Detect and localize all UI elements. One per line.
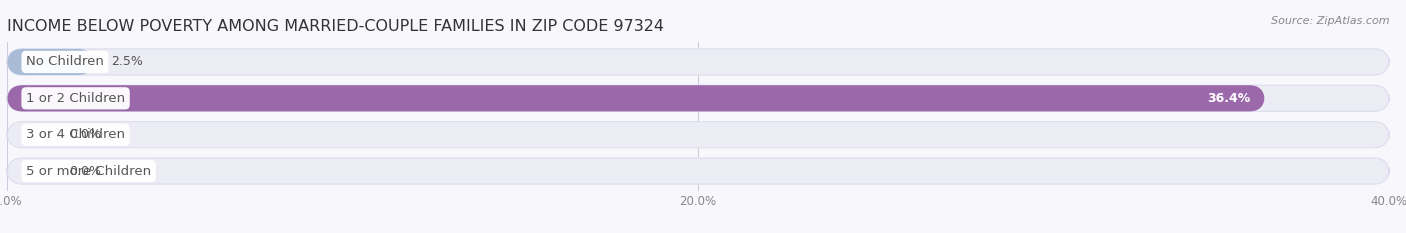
FancyBboxPatch shape (7, 122, 1389, 148)
Text: 0.0%: 0.0% (69, 164, 101, 178)
Text: 1 or 2 Children: 1 or 2 Children (27, 92, 125, 105)
FancyBboxPatch shape (7, 85, 1389, 111)
FancyBboxPatch shape (7, 158, 1389, 184)
Text: 3 or 4 Children: 3 or 4 Children (27, 128, 125, 141)
Text: INCOME BELOW POVERTY AMONG MARRIED-COUPLE FAMILIES IN ZIP CODE 97324: INCOME BELOW POVERTY AMONG MARRIED-COUPL… (7, 19, 664, 34)
Text: 5 or more Children: 5 or more Children (27, 164, 152, 178)
Text: 0.0%: 0.0% (69, 128, 101, 141)
FancyBboxPatch shape (7, 49, 93, 75)
Text: Source: ZipAtlas.com: Source: ZipAtlas.com (1271, 16, 1389, 26)
FancyBboxPatch shape (7, 85, 1265, 111)
FancyBboxPatch shape (7, 49, 1389, 75)
Text: No Children: No Children (27, 55, 104, 69)
Text: 2.5%: 2.5% (111, 55, 142, 69)
Text: 36.4%: 36.4% (1208, 92, 1251, 105)
